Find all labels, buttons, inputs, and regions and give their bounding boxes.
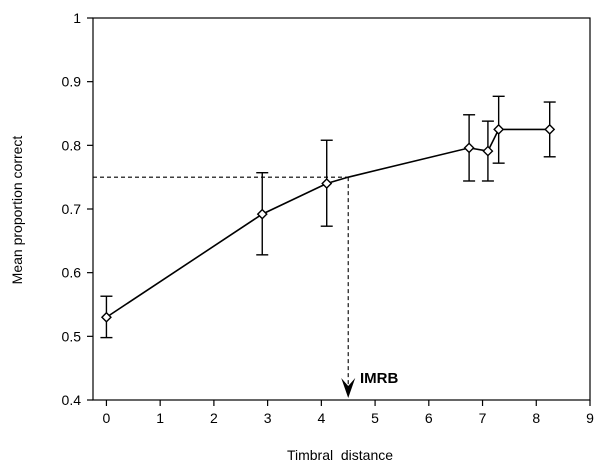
data-series [105,128,550,318]
data-point [256,208,268,220]
data-point [321,178,333,190]
data-point [544,123,556,135]
x-tick-label: 7 [479,410,487,426]
y-tick-label: 0.6 [62,265,82,281]
series-line [105,128,550,318]
y-tick-label: 0.5 [62,328,82,344]
plot-frame [92,17,591,401]
data-point [100,311,112,323]
x-tick-label: 8 [532,410,540,426]
y-tick-label: 0.4 [62,392,82,408]
x-tick-label: 3 [264,410,272,426]
x-tick-label: 9 [586,410,594,426]
x-tick-label: 2 [210,410,218,426]
y-tick-label: 0.7 [62,201,82,217]
x-tick-label: 6 [425,410,433,426]
y-tick-label: 0.9 [62,74,82,90]
imrb-annotation-label: IMRB [360,370,398,387]
imrb-arrow-head [341,378,356,398]
data-point [463,142,475,154]
y-axis-label: Mean proportion correct [9,136,25,285]
x-axis-ticks: 0 1 2 3 4 5 6 7 8 9 [103,400,594,426]
y-tick-label: 0.8 [62,137,82,153]
reference-lines [93,176,356,398]
y-tick-label: 1 [73,10,81,26]
data-point [493,123,505,135]
x-tick-label: 1 [156,410,164,426]
error-bars [100,95,556,339]
x-tick-label: 4 [317,410,325,426]
x-axis-label: Timbral distance [287,447,393,463]
x-tick-label: 0 [103,410,111,426]
y-axis-ticks: 0.4 0.5 0.6 0.7 0.8 0.9 1 [62,10,93,408]
data-point [482,145,494,157]
data-points [100,123,556,323]
plot-border [92,17,591,401]
x-tick-label: 5 [371,410,379,426]
